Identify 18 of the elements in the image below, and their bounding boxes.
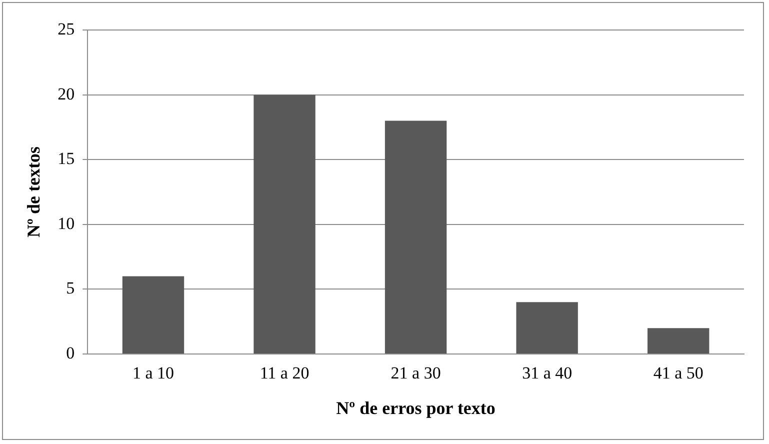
bar bbox=[254, 94, 316, 354]
y-tick-label: 10 bbox=[58, 214, 75, 233]
y-tick-label: 25 bbox=[58, 19, 75, 38]
bar bbox=[122, 276, 184, 354]
x-tick-label: 21 a 30 bbox=[390, 364, 441, 383]
y-axis-title: Nº de textos bbox=[23, 146, 44, 238]
x-tick-label: 11 a 20 bbox=[260, 364, 310, 383]
y-tick-label: 15 bbox=[58, 149, 75, 168]
bar bbox=[516, 302, 578, 354]
x-tick-label: 41 a 50 bbox=[653, 364, 704, 383]
y-tick-label: 0 bbox=[66, 343, 75, 362]
bar bbox=[384, 120, 447, 354]
y-tick-label: 5 bbox=[66, 278, 75, 298]
x-tick-label: 1 a 10 bbox=[132, 364, 174, 383]
y-tick-label: 20 bbox=[58, 84, 75, 104]
bar bbox=[648, 328, 710, 354]
x-axis-title: Nº de erros por texto bbox=[336, 398, 496, 418]
x-tick-label: 31 a 40 bbox=[522, 364, 572, 383]
